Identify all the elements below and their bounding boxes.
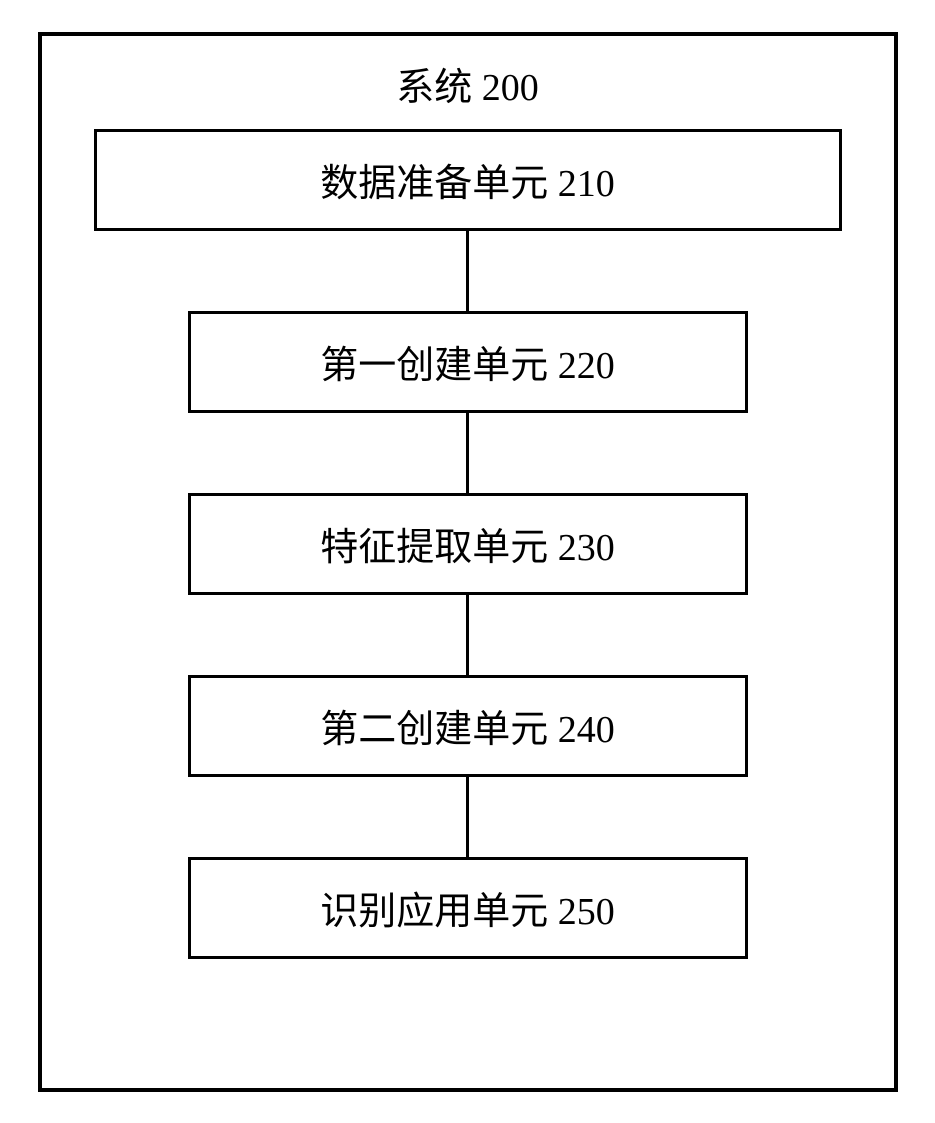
node-row-2: 特征提取单元 230: [92, 493, 844, 675]
node-label: 识别应用单元 250: [320, 880, 615, 935]
node-label: 第二创建单元 240: [320, 698, 615, 753]
node-row-0: 数据准备单元 210: [92, 129, 844, 311]
connector-3: [466, 777, 469, 857]
node-recognition-app-unit: 识别应用单元 250: [188, 857, 748, 959]
node-label: 第一创建单元 220: [320, 334, 615, 389]
connector-1: [466, 413, 469, 493]
system-container: 系统 200 数据准备单元 210 第一创建单元 220 特征提取单元 230 …: [38, 32, 898, 1092]
system-title: 系统 200: [396, 56, 539, 111]
node-label: 数据准备单元 210: [320, 152, 615, 207]
node-second-create-unit: 第二创建单元 240: [188, 675, 748, 777]
node-row-1: 第一创建单元 220: [92, 311, 844, 493]
node-first-create-unit: 第一创建单元 220: [188, 311, 748, 413]
node-data-prep-unit: 数据准备单元 210: [94, 129, 842, 231]
node-feature-extract-unit: 特征提取单元 230: [188, 493, 748, 595]
connector-0: [466, 231, 469, 311]
node-row-4: 识别应用单元 250: [92, 857, 844, 959]
connector-2: [466, 595, 469, 675]
node-row-3: 第二创建单元 240: [92, 675, 844, 857]
flowchart-nodes: 数据准备单元 210 第一创建单元 220 特征提取单元 230 第二创建单元 …: [92, 129, 844, 959]
node-label: 特征提取单元 230: [320, 516, 615, 571]
